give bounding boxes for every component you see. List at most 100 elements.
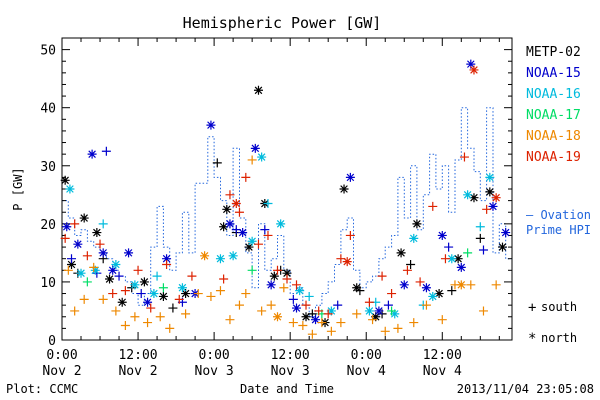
- data-point-noaa-18-south: [70, 306, 80, 316]
- data-point-noaa-19-south: [60, 233, 70, 243]
- data-point-noaa-19-north: [469, 65, 479, 75]
- data-point-noaa-19-north: [491, 193, 501, 203]
- south-marker-label: south: [541, 300, 577, 314]
- data-point-noaa-16-north: [111, 260, 121, 269]
- data-point-noaa-19-north: [231, 199, 241, 209]
- data-point-noaa-15-south: [101, 146, 111, 156]
- data-point-metp-02-north: [117, 297, 127, 307]
- plot-timestamp: 2013/11/04 23:05:08: [457, 382, 594, 396]
- data-point-noaa-18-south: [257, 306, 267, 316]
- data-point-noaa-17-south: [158, 283, 168, 293]
- data-point-noaa-16-north: [364, 306, 374, 316]
- data-point-noaa-19-south: [70, 219, 80, 229]
- data-point-noaa-15-south: [444, 242, 454, 252]
- legend-entry-noaa-17: NOAA-17: [526, 108, 581, 123]
- data-point-metp-02-north: [396, 248, 406, 258]
- data-point-noaa-18-south: [368, 315, 378, 325]
- data-point-noaa-15-north: [488, 201, 498, 211]
- data-point-noaa-19-south: [387, 289, 397, 299]
- data-point-noaa-19-south: [415, 277, 425, 287]
- data-point-metp-02-north: [412, 219, 422, 229]
- data-point-noaa-18-south: [155, 312, 165, 322]
- legend-entry-noaa-16: NOAA-16: [526, 87, 581, 102]
- data-point-noaa-19-south: [364, 297, 374, 307]
- data-point-noaa-15-north: [437, 230, 447, 240]
- data-point-metp-02-south: [475, 233, 485, 243]
- data-point-noaa-16-south: [98, 219, 108, 229]
- data-point-noaa-15-north: [206, 120, 216, 130]
- data-point-noaa-19-south: [482, 204, 492, 214]
- data-point-noaa-19-south: [377, 271, 387, 281]
- x-tick-label-time: 12:00: [271, 348, 310, 363]
- data-point-noaa-15-north: [250, 143, 260, 153]
- data-point-noaa-18-south: [266, 300, 276, 310]
- data-point-metp-02-north: [434, 289, 444, 299]
- data-point-noaa-18-south: [241, 289, 251, 299]
- data-point-noaa-15-north: [225, 219, 235, 229]
- data-point-noaa-15-south: [383, 300, 393, 310]
- data-point-noaa-19-south: [440, 254, 450, 264]
- data-point-noaa-19-south: [345, 230, 355, 240]
- data-point-noaa-15-north: [456, 262, 466, 272]
- data-point-noaa-18-north: [200, 251, 210, 261]
- data-point-noaa-18-south: [247, 155, 257, 165]
- y-tick-label: 20: [40, 218, 56, 233]
- data-point-metp-02-north: [181, 289, 191, 299]
- x-tick-label-time: 0:00: [46, 348, 77, 363]
- ovation-hpi-line: [62, 107, 512, 318]
- data-point-noaa-15-north: [421, 283, 431, 293]
- data-point-noaa-18-south: [478, 306, 488, 316]
- data-point-metp-02-north: [219, 222, 229, 232]
- data-point-noaa-15-north: [162, 254, 172, 264]
- data-point-noaa-15-north: [98, 248, 108, 258]
- data-point-noaa-19-south: [263, 230, 273, 240]
- data-point-noaa-18-south: [63, 265, 73, 275]
- x-tick-label-date: Nov 2: [118, 364, 157, 379]
- data-point-noaa-18-south: [193, 289, 203, 299]
- data-point-noaa-19-south: [120, 286, 130, 296]
- data-point-noaa-18-south: [279, 283, 289, 293]
- data-point-noaa-18-south: [120, 320, 130, 330]
- data-point-metp-02-north: [371, 312, 381, 322]
- data-point-noaa-16-north: [485, 172, 495, 182]
- data-point-noaa-18-south: [130, 312, 140, 322]
- data-point-noaa-16-north: [215, 254, 225, 264]
- data-point-noaa-19-south: [133, 265, 143, 275]
- data-point-noaa-16-south: [475, 222, 485, 232]
- data-point-noaa-16-north: [130, 280, 140, 290]
- data-point-metp-02-south: [212, 158, 222, 168]
- data-point-noaa-18-south: [234, 300, 244, 310]
- y-axis-label: P [GW]: [11, 167, 25, 210]
- satellite-legend: METP-02 NOAA-15 NOAA-16 NOAA-17 NOAA-18 NOAA-…: [526, 45, 581, 165]
- data-point-metp-02-north: [244, 242, 254, 252]
- x-tick-label-date: Nov 2: [42, 364, 81, 379]
- data-point-metp-02-north: [105, 274, 115, 284]
- data-point-noaa-16-north: [463, 190, 473, 200]
- data-point-noaa-16-north: [295, 286, 305, 296]
- data-point-noaa-16-north: [149, 289, 159, 299]
- data-point-noaa-19-south: [146, 303, 156, 313]
- data-point-noaa-19-south: [162, 260, 172, 269]
- data-point-noaa-17-south: [82, 277, 92, 287]
- data-point-noaa-15-south: [478, 245, 488, 255]
- data-point-noaa-19-south: [108, 289, 118, 299]
- data-point-noaa-19-north: [342, 257, 352, 267]
- data-point-metp-02-north: [497, 242, 507, 252]
- chart-title: Hemispheric Power [GW]: [183, 14, 382, 32]
- data-point-noaa-15-north: [292, 303, 302, 313]
- data-point-noaa-19-south: [95, 239, 105, 249]
- data-point-metp-02-north: [222, 204, 232, 214]
- data-point-noaa-16-north: [177, 283, 187, 293]
- x-tick-label-date: Nov 4: [423, 364, 462, 379]
- data-point-noaa-18-south: [98, 294, 108, 304]
- data-point-noaa-17-south: [463, 248, 473, 258]
- data-point-noaa-17-south: [247, 265, 257, 275]
- south-marker-legend: + south: [528, 300, 577, 316]
- data-point-noaa-19-south: [187, 271, 197, 281]
- data-point-noaa-16-south: [263, 199, 273, 209]
- data-point-noaa-15-north: [62, 222, 72, 232]
- data-point-noaa-19-south: [82, 251, 92, 261]
- y-tick-label: 50: [40, 44, 56, 59]
- data-point-noaa-15-south: [333, 300, 343, 310]
- data-point-noaa-19-south: [219, 274, 229, 284]
